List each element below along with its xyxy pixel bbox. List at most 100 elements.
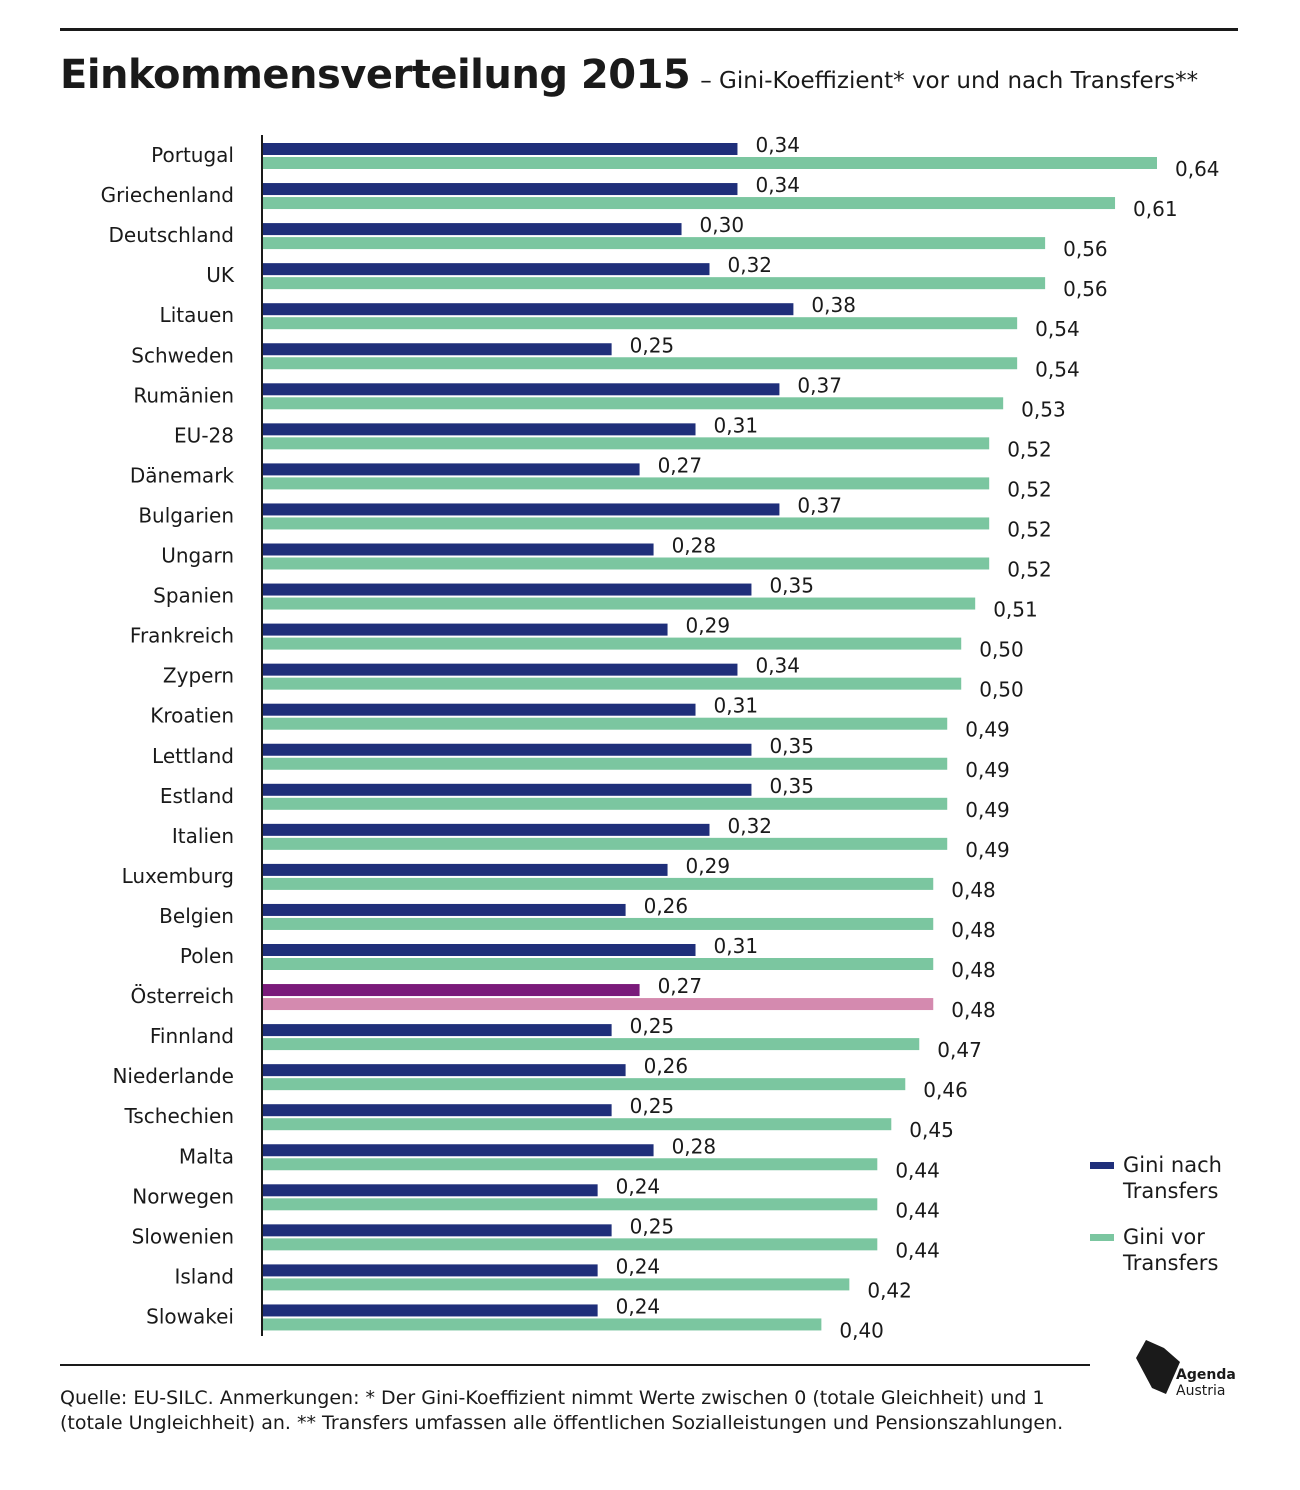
bar-before-niederlande — [262, 1078, 906, 1091]
bar-before-portugal — [262, 157, 1157, 169]
bar-after-uk — [262, 263, 710, 276]
value-label-before-polen: 0,48 — [951, 958, 996, 982]
bar-before-tschechien — [262, 1118, 892, 1131]
agenda-austria-logo: Agenda Austria — [1136, 1340, 1236, 1399]
bar-after-frankreich — [262, 623, 668, 636]
value-label-before-finnland: 0,47 — [937, 1038, 982, 1062]
value-label-after-italien: 0,32 — [728, 814, 773, 838]
value-label-after-slowakei: 0,24 — [616, 1294, 661, 1318]
value-label-before-griechenland: 0,61 — [1133, 197, 1178, 221]
value-label-before-uk: 0,56 — [1063, 277, 1108, 301]
category-label-norwegen: Norwegen — [132, 1184, 234, 1208]
chart-subtitle: – Gini-Koeffizient* vor und nach Transfe… — [700, 68, 1199, 94]
category-label-dänemark: Dänemark — [130, 463, 235, 487]
bar-before-kroatien — [262, 717, 948, 730]
category-label-lettland: Lettland — [152, 744, 234, 768]
bar-after-griechenland — [262, 183, 738, 196]
category-label-frankreich: Frankreich — [130, 624, 234, 648]
logo-line1: Agenda — [1176, 1367, 1236, 1383]
bar-before-norwegen — [262, 1198, 878, 1211]
value-label-before-malta: 0,44 — [895, 1158, 940, 1182]
category-label-österreich: Österreich — [131, 984, 235, 1008]
value-label-before-slowakei: 0,40 — [839, 1318, 884, 1340]
bar-before-estland — [262, 797, 948, 810]
value-label-before-bulgarien: 0,52 — [1007, 517, 1052, 541]
bar-after-ungarn — [262, 543, 654, 556]
value-label-after-rumänien: 0,37 — [797, 373, 842, 397]
value-label-before-norwegen: 0,44 — [895, 1198, 940, 1222]
category-label-zypern: Zypern — [163, 664, 234, 688]
value-label-before-tschechien: 0,45 — [909, 1118, 954, 1142]
bar-after-polen — [262, 944, 696, 956]
bar-before-malta — [262, 1158, 878, 1171]
category-label-schweden: Schweden — [131, 343, 234, 367]
value-label-before-eu-28: 0,52 — [1007, 437, 1052, 461]
value-label-before-österreich: 0,48 — [951, 998, 996, 1022]
bar-after-estland — [262, 783, 752, 796]
category-label-eu-28: EU-28 — [174, 423, 234, 447]
value-label-after-portugal: 0,34 — [755, 133, 800, 157]
value-label-after-estland: 0,35 — [769, 774, 814, 798]
bar-after-norwegen — [262, 1184, 598, 1197]
bar-before-island — [262, 1278, 850, 1291]
value-label-after-ungarn: 0,28 — [672, 534, 717, 558]
value-label-before-dänemark: 0,52 — [1007, 477, 1052, 501]
bar-after-niederlande — [262, 1064, 626, 1077]
value-label-after-litauen: 0,38 — [811, 293, 856, 317]
bar-after-luxemburg — [262, 863, 668, 876]
bar-chart: Portugal 0,34 0,64 Griechenland 0,34 0,61 Deut… — [101, 133, 1220, 1340]
category-label-belgien: Belgien — [159, 904, 234, 928]
value-label-before-niederlande: 0,46 — [923, 1078, 968, 1102]
bar-before-frankreich — [262, 637, 962, 650]
category-label-deutschland: Deutschland — [109, 223, 235, 247]
category-label-bulgarien: Bulgarien — [138, 503, 234, 527]
value-label-before-estland: 0,49 — [965, 798, 1010, 822]
bar-after-slowenien — [262, 1224, 612, 1237]
legend-label-after: Gini nach Transfers — [1123, 1153, 1222, 1203]
bar-before-rumänien — [262, 397, 1004, 410]
bar-after-lettland — [262, 743, 752, 756]
category-label-tschechien: Tschechien — [123, 1104, 234, 1128]
bar-before-italien — [262, 837, 948, 850]
bar-before-bulgarien — [262, 517, 990, 530]
chart-title: Einkommensverteilung 2015 — [60, 52, 691, 98]
value-label-after-bulgarien: 0,37 — [797, 493, 842, 517]
value-label-after-niederlande: 0,26 — [644, 1054, 689, 1078]
bar-after-italien — [262, 823, 710, 836]
bar-after-deutschland — [262, 223, 682, 236]
category-label-polen: Polen — [180, 944, 234, 968]
top-rule — [60, 28, 1238, 31]
value-label-after-kroatien: 0,31 — [714, 694, 759, 718]
category-label-uk: UK — [206, 263, 235, 287]
value-label-after-uk: 0,32 — [728, 253, 773, 277]
value-label-before-deutschland: 0,56 — [1063, 237, 1108, 261]
value-label-after-malta: 0,28 — [672, 1134, 717, 1158]
bar-after-rumänien — [262, 383, 780, 396]
value-label-after-griechenland: 0,34 — [755, 173, 800, 197]
value-label-after-deutschland: 0,30 — [700, 213, 745, 237]
bar-before-eu-28 — [262, 437, 990, 450]
legend-label-before: Gini vor Transfers — [1123, 1225, 1219, 1275]
value-label-before-kroatien: 0,49 — [965, 718, 1010, 742]
value-label-after-island: 0,24 — [616, 1254, 661, 1278]
bar-after-kroatien — [262, 703, 696, 716]
category-label-kroatien: Kroatien — [150, 704, 234, 728]
legend-swatch-before — [1090, 1234, 1114, 1241]
bar-before-finnland — [262, 1038, 920, 1051]
value-label-before-luxemburg: 0,48 — [951, 878, 996, 902]
category-label-finnland: Finnland — [150, 1024, 234, 1048]
bar-after-portugal — [262, 143, 738, 155]
value-label-after-dänemark: 0,27 — [658, 453, 703, 477]
category-label-slowakei: Slowakei — [146, 1304, 234, 1328]
value-label-after-schweden: 0,25 — [630, 333, 675, 357]
bar-before-slowakei — [262, 1318, 822, 1331]
value-label-after-frankreich: 0,29 — [686, 614, 731, 638]
bar-before-belgien — [262, 917, 934, 930]
category-label-griechenland: Griechenland — [101, 183, 234, 207]
value-label-before-ungarn: 0,52 — [1007, 558, 1052, 582]
value-label-after-eu-28: 0,31 — [714, 413, 759, 437]
bar-after-spanien — [262, 583, 752, 596]
logo-line2: Austria — [1176, 1383, 1225, 1399]
bar-after-tschechien — [262, 1104, 612, 1117]
value-label-after-spanien: 0,35 — [769, 574, 814, 598]
